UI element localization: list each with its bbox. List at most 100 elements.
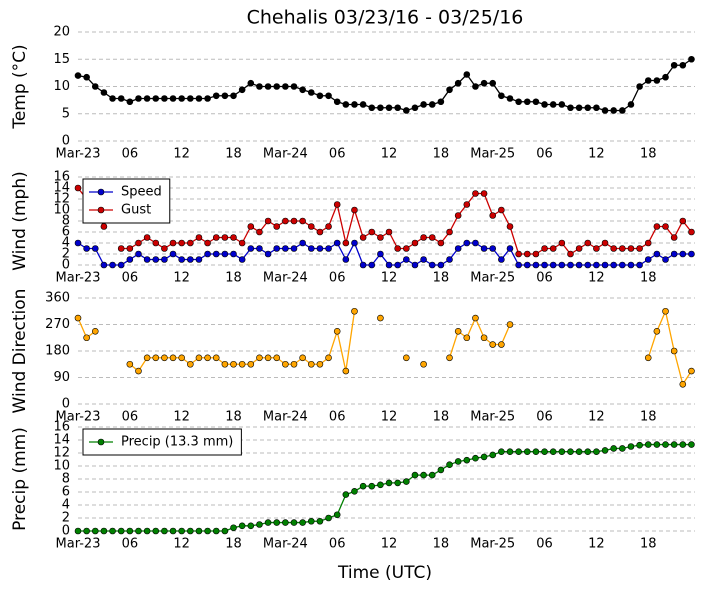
data-point [126,256,134,263]
data-point [394,104,401,112]
x-tick-label: Mar-24 [263,147,308,162]
data-point [256,83,263,90]
data-point [316,245,324,252]
data-point [411,261,419,269]
data-point [152,256,160,263]
data-point [498,256,505,263]
data-point [377,250,384,258]
y-tick-label: 14 [53,433,70,448]
data-point [178,354,185,362]
data-point [238,239,246,247]
data-point [333,201,341,208]
data-point [523,448,531,456]
data-point [169,250,177,258]
x-tick-label: 06 [122,410,139,425]
data-point [109,261,116,269]
data-point [290,519,298,526]
data-point [143,354,151,362]
data-point [541,448,548,456]
data-point [204,239,211,247]
data-point [558,448,566,456]
data-point [385,261,393,269]
data-point [299,239,306,247]
data-point [411,239,419,247]
data-point [169,354,177,362]
x-tick-label: Mar-24 [263,271,308,286]
data-point [187,95,194,102]
data-point [644,354,652,362]
y-tick-label: 0 [62,134,70,149]
data-point [437,261,445,269]
data-point [480,79,488,87]
data-point [359,482,367,490]
data-point [307,517,315,525]
data-point [195,354,203,362]
data-point [688,250,695,258]
data-point [238,86,246,94]
x-tick-label: 06 [122,147,139,162]
data-point [644,256,652,263]
data-point [480,334,488,342]
data-point [299,354,306,362]
data-point [653,223,661,230]
data-point [619,445,626,452]
x-tick-label: 12 [381,271,398,286]
data-point [394,261,401,269]
data-point [187,256,194,263]
data-point [377,481,384,489]
data-point [498,206,505,214]
data-point [195,234,203,241]
data-point [377,314,384,322]
data-point [472,314,479,322]
data-point [342,491,350,498]
data-point [662,441,669,448]
data-point [523,250,531,258]
data-point [143,256,151,263]
y-axis-label: Wind (mph) [10,171,30,271]
data-point [212,354,220,362]
data-point [523,261,531,269]
data-point [636,245,643,252]
chart-title: Chehalis 03/23/16 - 03/25/16 [247,7,524,29]
data-point [282,83,289,90]
data-point [316,360,324,368]
data-point [230,92,237,100]
data-point [152,354,160,362]
series-line [77,58,692,112]
data-point [463,334,471,342]
data-point [264,83,272,90]
data-point [221,234,229,241]
data-point [515,448,522,456]
x-tick-label: 18 [225,271,242,286]
data-point [74,72,82,79]
data-point [463,239,471,247]
x-tick-label: 18 [640,271,657,286]
data-point [575,245,583,252]
data-point [117,245,125,252]
data-point [601,261,609,269]
data-point [567,104,574,112]
data-point [403,478,410,485]
data-point [653,250,661,258]
data-point [688,228,695,236]
x-tick-label: 06 [536,147,553,162]
data-point [567,250,574,258]
data-point [325,354,332,362]
data-point [273,245,281,252]
x-tick-label: 18 [225,410,242,425]
data-point [610,445,617,452]
data-point [610,107,617,114]
data-point [394,479,401,487]
data-point [204,354,211,362]
data-point [161,354,168,362]
data-point [454,212,462,219]
data-point [230,360,237,368]
data-point [143,234,151,241]
data-point [601,239,609,247]
data-point [351,239,358,247]
data-point [161,95,168,102]
data-point [472,454,479,462]
data-point [437,239,445,247]
data-point [212,250,220,258]
data-point [593,448,600,456]
